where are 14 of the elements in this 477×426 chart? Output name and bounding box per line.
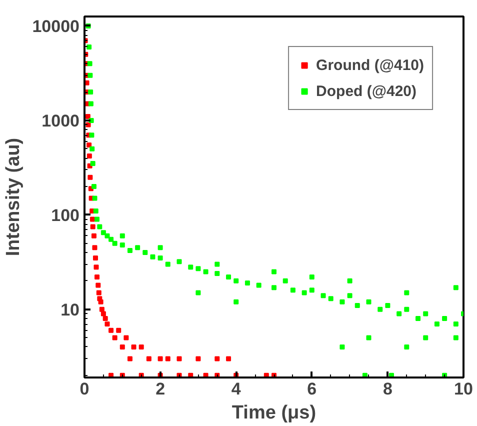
x-tick-label: 10 [454,380,473,398]
legend-label: Ground (@410) [316,56,424,74]
y-tick-label: 1000 [42,111,80,130]
x-tick-label: 6 [307,380,317,398]
x-tick-label: 8 [382,380,392,398]
y-tick-label: 100 [51,206,80,225]
x-tick-label: 2 [156,380,166,398]
y-tick-label: 10000 [32,16,80,36]
y-tick-label: 10 [60,300,80,320]
legend-label: Doped (@420) [316,82,417,100]
y-axis-title: Intensity (au) [3,138,24,256]
x-tick-label: 0 [80,380,90,398]
x-axis-title: Time (μs) [232,402,316,424]
x-tick-label: 4 [231,380,242,398]
